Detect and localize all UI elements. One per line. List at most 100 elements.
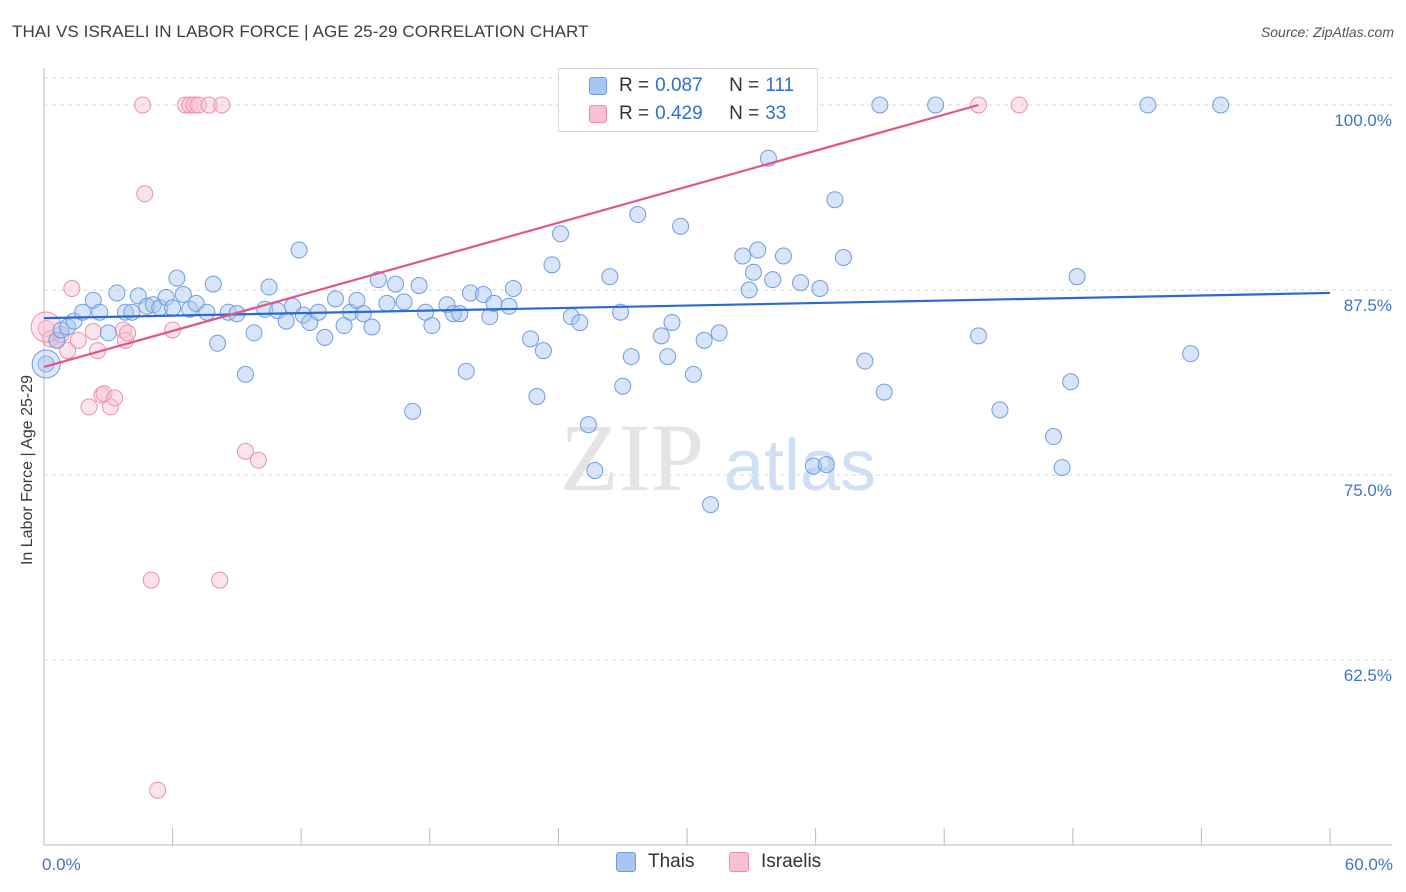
thai-point bbox=[991, 401, 1009, 419]
thai-point bbox=[1182, 345, 1200, 363]
thai-point bbox=[204, 275, 222, 293]
israeli-point bbox=[101, 398, 119, 416]
thai-point bbox=[378, 294, 396, 312]
series-legend-israelis[interactable]: Israelis bbox=[729, 851, 821, 873]
thai-point bbox=[354, 305, 372, 323]
trend-lines bbox=[43, 103, 1331, 369]
legend-n-value: 111 bbox=[765, 75, 795, 96]
tick-labels: 62.5% 75.0% 87.5% 100.0% 0.0% 60.0% bbox=[42, 111, 1393, 874]
israeli-point bbox=[176, 96, 194, 114]
thai-point bbox=[423, 317, 441, 335]
thai-point bbox=[99, 324, 117, 342]
israeli-point bbox=[63, 280, 81, 298]
thai-point bbox=[387, 275, 405, 293]
thai-point bbox=[792, 274, 810, 292]
y-tick-label: 100.0% bbox=[1334, 111, 1392, 130]
thai-point bbox=[260, 278, 278, 296]
thai-point bbox=[504, 280, 522, 298]
thai-point bbox=[811, 280, 829, 298]
thai-point bbox=[622, 348, 640, 366]
thai-point bbox=[684, 365, 702, 383]
thai-point bbox=[579, 416, 597, 434]
israeli-point bbox=[80, 398, 98, 416]
thai-point bbox=[826, 191, 844, 209]
thai-point bbox=[138, 297, 156, 315]
legend-n-value: 33 bbox=[765, 103, 787, 124]
thai-point bbox=[764, 271, 782, 289]
israeli-point bbox=[37, 319, 55, 337]
thais-trend-line bbox=[43, 291, 1331, 320]
thai-point bbox=[629, 206, 647, 224]
thai-point bbox=[1212, 96, 1230, 114]
thai-point bbox=[552, 225, 570, 243]
israeli-point bbox=[142, 571, 160, 589]
thai-point bbox=[734, 247, 752, 265]
series-label-israelis: Israelis bbox=[761, 851, 822, 872]
israeli-point bbox=[59, 342, 77, 360]
israeli-point bbox=[119, 324, 137, 342]
series-swatch-thais bbox=[616, 852, 636, 872]
y-tick-label: 62.5% bbox=[1344, 666, 1392, 685]
thai-point bbox=[1139, 96, 1157, 114]
thai-point bbox=[927, 96, 945, 114]
series-legend-thais[interactable]: Thais bbox=[616, 851, 694, 873]
israeli-point bbox=[213, 96, 231, 114]
thai-point bbox=[369, 271, 387, 289]
israelis-points bbox=[30, 96, 1028, 799]
legend-n-label: N = bbox=[729, 103, 760, 124]
thai-point bbox=[174, 285, 192, 303]
series-swatch-israelis bbox=[729, 852, 749, 872]
thai-point bbox=[198, 303, 216, 321]
thai-point bbox=[457, 362, 475, 380]
thai-point bbox=[123, 303, 141, 321]
thai-point bbox=[614, 377, 632, 395]
thai-point bbox=[856, 352, 874, 370]
thai-point bbox=[1045, 428, 1063, 446]
israeli-point bbox=[200, 96, 218, 114]
thai-point bbox=[612, 303, 630, 321]
legend-row-israelis: R = 0.429 N = 33 bbox=[559, 100, 786, 128]
thai-point bbox=[500, 297, 518, 315]
thai-point bbox=[659, 348, 677, 366]
thai-point bbox=[168, 269, 186, 287]
legend-r-label: R = bbox=[619, 75, 650, 96]
legend-swatch-israelis bbox=[589, 105, 607, 123]
thai-point bbox=[236, 365, 254, 383]
thai-point bbox=[740, 281, 758, 299]
thai-point bbox=[157, 288, 175, 306]
thai-point bbox=[663, 314, 681, 332]
thai-point-cluster bbox=[31, 349, 61, 379]
thai-point bbox=[404, 402, 422, 420]
thai-point bbox=[834, 248, 852, 266]
thai-point bbox=[59, 318, 77, 336]
thai-point bbox=[749, 241, 767, 259]
thai-point bbox=[1053, 459, 1071, 477]
israeli-point bbox=[249, 451, 267, 469]
israeli-point bbox=[181, 96, 199, 114]
legend-swatch-thais bbox=[589, 77, 607, 95]
israeli-point bbox=[185, 96, 203, 114]
thai-point bbox=[543, 256, 561, 274]
thai-point bbox=[181, 300, 199, 318]
thai-point bbox=[462, 284, 480, 302]
israeli-point bbox=[211, 571, 229, 589]
thai-point bbox=[528, 388, 546, 406]
thai-point bbox=[804, 457, 822, 475]
thai-point bbox=[395, 293, 413, 311]
correlation-legend: R = 0.087 N = 111 R = 0.429 N = 33 bbox=[558, 68, 818, 132]
israeli-point bbox=[84, 322, 102, 340]
thai-point bbox=[702, 496, 720, 514]
thai-point bbox=[438, 296, 456, 314]
thai-point bbox=[875, 383, 893, 401]
thai-point bbox=[522, 330, 540, 348]
thai-point bbox=[586, 462, 604, 480]
x-tick-label: 60.0% bbox=[1345, 855, 1393, 874]
israeli-point bbox=[106, 389, 124, 407]
israeli-point bbox=[236, 442, 254, 460]
thai-point bbox=[695, 331, 713, 349]
legend-r-value: 0.429 bbox=[655, 103, 703, 124]
thai-point bbox=[744, 263, 762, 281]
thai-point bbox=[48, 331, 66, 349]
source-label: Source: ZipAtlas.com bbox=[1260, 24, 1394, 40]
